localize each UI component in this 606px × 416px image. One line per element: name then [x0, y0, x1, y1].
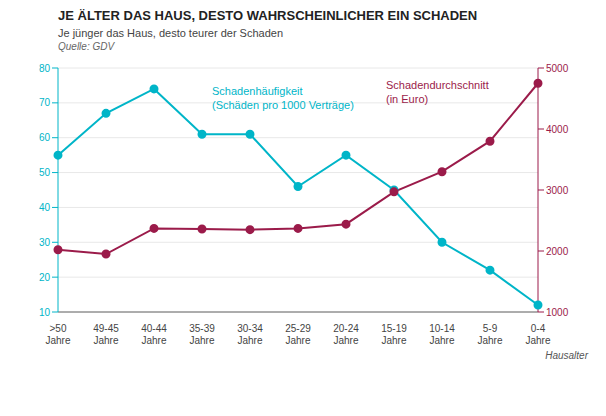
svg-text:50: 50 — [39, 167, 51, 178]
svg-text:35-39Jahre: 35-39Jahre — [189, 323, 215, 346]
svg-text:3000: 3000 — [546, 185, 569, 196]
svg-text:5000: 5000 — [546, 63, 569, 74]
svg-text:15-19Jahre: 15-19Jahre — [381, 323, 407, 346]
svg-text:80: 80 — [39, 63, 51, 74]
svg-text:40: 40 — [39, 202, 51, 213]
svg-text:0-4Jahre: 0-4Jahre — [525, 323, 550, 346]
html-text:Schadendurchschnitt (in Euro): Schadendurchschnitt (in Euro) — [386, 79, 489, 105]
html-text:Je jünger das Haus, desto teur: Je jünger das Haus, desto teurer der Sch… — [58, 27, 283, 39]
svg-text:70: 70 — [39, 97, 51, 108]
svg-text:60: 60 — [39, 132, 51, 143]
svg-text:>50Jahre: >50Jahre — [45, 323, 70, 346]
html-text:Schadenhäufigkeit (Schäden pro: Schadenhäufigkeit (Schäden pro 1000 Vert… — [212, 85, 354, 111]
svg-text:20: 20 — [39, 272, 51, 283]
svg-text:5-9Jahre: 5-9Jahre — [477, 323, 502, 346]
svg-text:30-34Jahre: 30-34Jahre — [237, 323, 263, 346]
svg-text:4000: 4000 — [546, 124, 569, 135]
html-text:Quelle: GDV: Quelle: GDV — [58, 41, 115, 52]
svg-text:10: 10 — [39, 307, 51, 318]
svg-text:25-29Jahre: 25-29Jahre — [285, 323, 311, 346]
html-text:JE ÄLTER DAS HAUS, DESTO WAHRS: JE ÄLTER DAS HAUS, DESTO WAHRSCHEINLICHE… — [58, 8, 478, 23]
svg-text:2000: 2000 — [546, 246, 569, 257]
svg-text:30: 30 — [39, 237, 51, 248]
svg-text:1000: 1000 — [546, 307, 569, 318]
svg-text:10-14Jahre: 10-14Jahre — [429, 323, 455, 346]
html-text:Hausalter: Hausalter — [545, 350, 588, 361]
svg-text:49-45Jahre: 49-45Jahre — [93, 323, 119, 346]
svg-text:40-44Jahre: 40-44Jahre — [141, 323, 167, 346]
svg-text:20-24Jahre: 20-24Jahre — [333, 323, 359, 346]
